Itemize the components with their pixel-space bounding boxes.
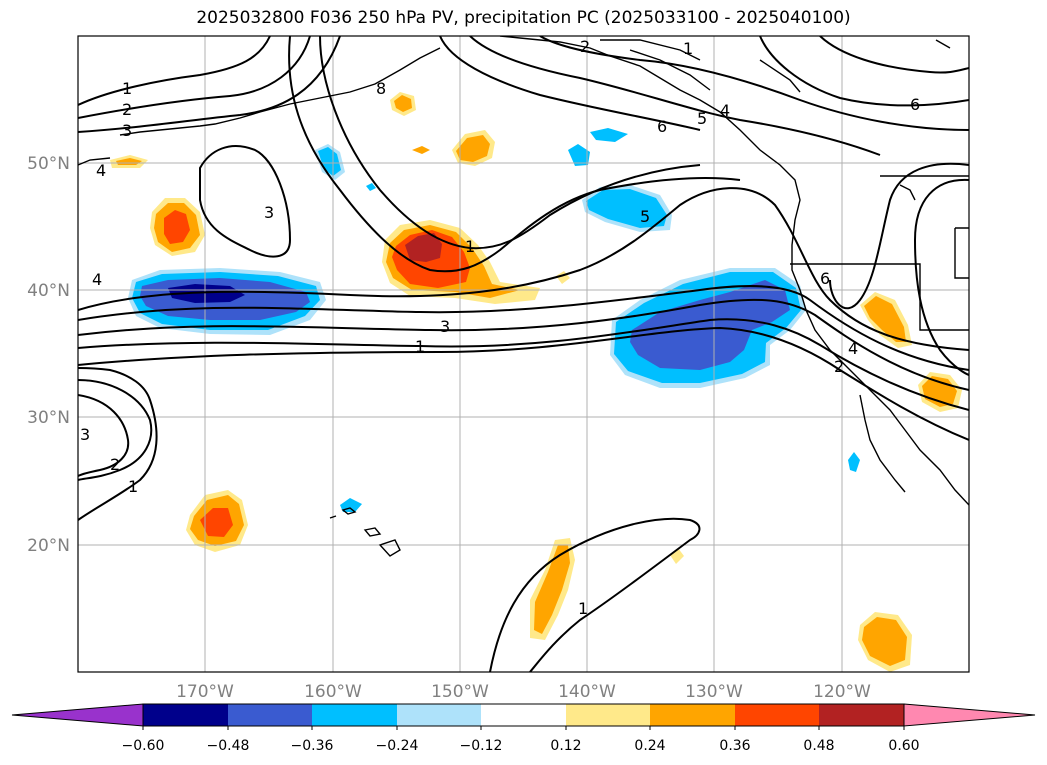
pv-label-4: 4 bbox=[96, 161, 106, 180]
colorbar-bin-6 bbox=[566, 704, 650, 726]
pv-label-1b: 1 bbox=[465, 237, 475, 256]
colorbar-tick-4: −0.24 bbox=[376, 738, 419, 754]
pv-label-3c: 3 bbox=[440, 317, 450, 336]
lat-label-50n: 50°N bbox=[27, 154, 70, 174]
colorbar-tick-10: 0.60 bbox=[888, 738, 919, 754]
map-panel: 1 2 3 4 3 8 1 3 1 4 3 2 1 2 1 4 5 6 6 5 … bbox=[78, 36, 969, 672]
lon-label-130w: 130°W bbox=[685, 682, 743, 702]
pv-label-5: 5 bbox=[697, 109, 707, 128]
pv-contour-labels: 1 2 3 4 3 8 1 3 1 4 3 2 1 2 1 4 5 6 6 5 … bbox=[80, 37, 920, 618]
colorbar-bin-8 bbox=[735, 704, 819, 726]
colorbar-bin-7 bbox=[650, 704, 735, 726]
precip-positive-shading bbox=[110, 92, 962, 672]
colorbar-bin-9 bbox=[819, 704, 904, 726]
longitude-labels: 170°W 160°W 150°W 140°W 130°W 120°W bbox=[176, 682, 871, 702]
colorbar-bin-3 bbox=[312, 704, 397, 726]
colorbar-tick-5: −0.12 bbox=[460, 738, 503, 754]
pv-label-5b: 5 bbox=[640, 207, 650, 226]
colorbar-extend-low bbox=[11, 703, 144, 727]
pv-label-2b: 2 bbox=[110, 455, 120, 474]
colorbar-bin-1 bbox=[143, 704, 228, 726]
colorbar-tick-9: 0.48 bbox=[803, 738, 834, 754]
pv-label-2c: 2 bbox=[580, 37, 590, 56]
pv-label-6c: 6 bbox=[820, 269, 830, 288]
lon-label-140w: 140°W bbox=[558, 682, 616, 702]
colorbar-tick-1: −0.60 bbox=[122, 738, 165, 754]
lon-label-120w: 120°W bbox=[813, 682, 871, 702]
pv-label-1f: 1 bbox=[578, 599, 588, 618]
pv-label-2: 2 bbox=[122, 100, 132, 119]
colorbar-tick-6: 0.12 bbox=[550, 738, 581, 754]
latitude-labels: 50°N 40°N 30°N 20°N bbox=[27, 154, 70, 556]
colorbar-tick-8: 0.36 bbox=[719, 738, 750, 754]
pv-contours bbox=[78, 36, 969, 672]
lat-label-20n: 20°N bbox=[27, 536, 70, 556]
pv-label-4d: 4 bbox=[848, 339, 858, 358]
pv-label-8: 8 bbox=[376, 79, 386, 98]
map-frame bbox=[77, 35, 970, 673]
map-gridlines bbox=[78, 36, 969, 672]
lon-label-160w: 160°W bbox=[304, 682, 362, 702]
pv-label-3: 3 bbox=[122, 121, 132, 140]
pv-label-1e: 1 bbox=[683, 39, 693, 58]
coastlines bbox=[78, 36, 969, 557]
pv-label-4b: 4 bbox=[92, 270, 102, 289]
colorbar-tick-3: −0.36 bbox=[291, 738, 334, 754]
colorbar-bin-5 bbox=[481, 704, 566, 726]
lon-label-150w: 150°W bbox=[431, 682, 489, 702]
pv-label-6b: 6 bbox=[910, 95, 920, 114]
pv-label-4c: 4 bbox=[720, 101, 730, 120]
colorbar-extend-high bbox=[903, 703, 1036, 727]
lon-label-170w: 170°W bbox=[176, 682, 234, 702]
colorbar-tick-7: 0.24 bbox=[634, 738, 665, 754]
map-title: 2025032800 F036 250 hPa PV, precipitatio… bbox=[196, 8, 851, 28]
colorbar-bin-2 bbox=[228, 704, 312, 726]
colorbar-tick-2: −0.48 bbox=[207, 738, 250, 754]
pv-label-1: 1 bbox=[122, 79, 132, 98]
pv-label-1d: 1 bbox=[128, 477, 138, 496]
pv-label-6: 6 bbox=[657, 117, 667, 136]
pv-label-2d: 2 bbox=[834, 357, 844, 376]
colorbar-bin-4 bbox=[397, 704, 481, 726]
lat-label-40n: 40°N bbox=[27, 281, 70, 301]
lat-label-30n: 30°N bbox=[27, 408, 70, 428]
colorbar: −0.60 −0.48 −0.36 −0.24 −0.12 0.12 0.24 … bbox=[11, 703, 1036, 754]
pv-label-3b: 3 bbox=[264, 203, 274, 222]
pv-label-1c: 1 bbox=[415, 337, 425, 356]
pv-label-3d: 3 bbox=[80, 425, 90, 444]
